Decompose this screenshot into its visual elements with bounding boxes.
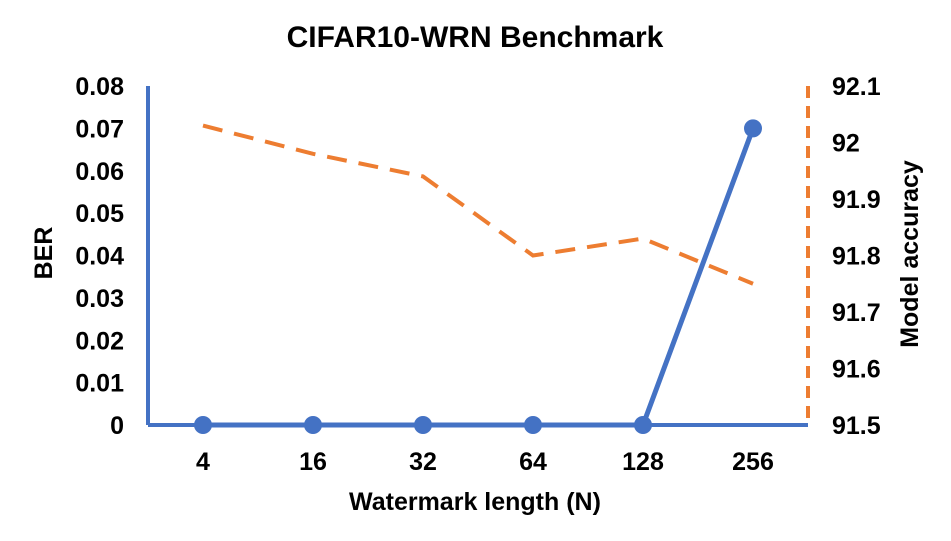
ber-point [414,416,432,434]
y2-axis-title: Model accuracy [896,160,924,348]
y-tick-label: 0.04 [75,243,124,271]
y2-tick-label: 91.6 [832,356,881,384]
y2-tick-label: 92.1 [832,73,881,101]
ber-point [524,416,542,434]
x-axis-title: Watermark length (N) [349,488,601,516]
y-tick-label: 0.08 [75,73,124,101]
x-tick-label: 128 [622,448,664,476]
ber-point [304,416,322,434]
y2-tick-label: 91.7 [832,299,881,327]
series-layer [194,119,762,434]
x-tick-label: 16 [299,448,327,476]
y-tick-label: 0.02 [75,327,124,355]
y-axis-title: BER [30,227,58,280]
x-tick-label: 32 [409,448,437,476]
x-tick-label: 4 [196,448,210,476]
x-tick-label: 64 [519,448,547,476]
y2-tick-label: 91.5 [832,412,881,440]
y-tick-label: 0.01 [75,370,124,398]
chart-title: CIFAR10-WRN Benchmark [287,21,664,54]
right-axis-ticks: 91.5 91.6 91.7 91.8 91.9 92 92.1 [832,73,881,440]
ber-line [203,127,756,428]
x-axis-ticks: 4 16 32 64 128 256 [196,448,774,476]
ber-point [634,416,652,434]
left-axis-ticks: 0 0.01 0.02 0.03 0.04 0.05 0.06 0.07 0.08 [75,73,124,440]
y-tick-label: 0.03 [75,285,124,313]
y-tick-label: 0 [110,412,124,440]
model-accuracy-line [202,123,754,286]
y-tick-label: 0.06 [75,158,124,186]
y2-tick-label: 91.8 [832,243,881,271]
y2-tick-label: 92 [832,130,860,158]
y2-tick-label: 91.9 [832,186,881,214]
ber-point [194,416,212,434]
x-tick-label: 256 [732,448,774,476]
y-tick-label: 0.07 [75,115,124,143]
y-tick-label: 0.05 [75,200,124,228]
ber-point [744,119,762,138]
